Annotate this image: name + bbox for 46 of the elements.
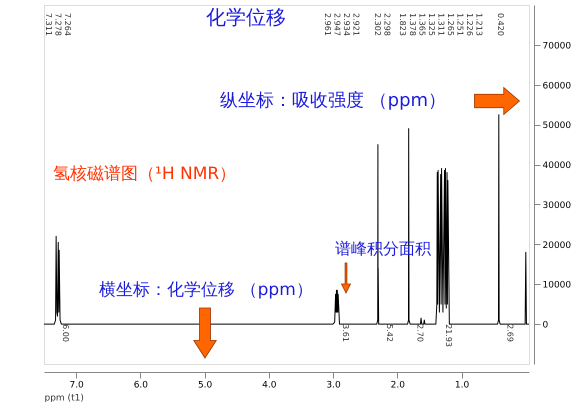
annotation: 7.264: [63, 13, 72, 36]
annotation: 1.311: [436, 13, 446, 36]
y-tick-label: 70000: [542, 41, 572, 52]
annotation: 6.00: [60, 324, 70, 342]
annotation: 1.226: [465, 13, 474, 36]
annotation: 1.378: [408, 13, 417, 36]
y-tick-label: 10000: [542, 280, 572, 291]
annotation: 1.365: [418, 13, 426, 36]
annotation: 1.251: [456, 13, 464, 36]
annotation: 纵坐标：吸收强度 （ppm）: [220, 90, 446, 111]
text: 氢核磁谱图（¹H NMR）: [53, 164, 236, 184]
annotation: 横坐标：化学位移 （ppm）: [99, 280, 313, 300]
x-tick-label: 7.0: [69, 380, 84, 390]
y-tick-label: 30000: [542, 200, 572, 211]
y-tick-label: 20000: [542, 240, 572, 251]
annotation: 2.921: [352, 13, 360, 36]
line-series: [44, 114, 530, 325]
annotation: 1.213: [474, 13, 484, 36]
annotation: 7.311: [44, 13, 53, 36]
x-tick-label: 3.0: [326, 380, 341, 390]
x-tick-label: 5.0: [198, 380, 213, 390]
annotation: 2.961: [323, 13, 332, 36]
x-tick-label: 4.0: [262, 380, 277, 390]
annotation: 1.823: [398, 13, 407, 36]
annotation: 2.70: [416, 324, 425, 342]
annotation: 1.265: [446, 13, 455, 36]
annotation: 2.947: [332, 13, 342, 36]
x-tick-label: 2.0: [390, 380, 406, 390]
y-tick-label: 50000: [542, 121, 572, 132]
y-tick-label: 60000: [542, 81, 572, 92]
annotation: 2.934: [342, 13, 351, 36]
annotation: 7.278: [54, 13, 62, 36]
y-tick-label: 0: [542, 320, 548, 331]
x-tick-label: 1.0: [454, 380, 470, 390]
annotation: 2.298: [382, 13, 392, 36]
annotation: 1.325: [427, 13, 436, 36]
annotation: 化学位移: [206, 5, 286, 29]
annotation: 5.42: [384, 324, 394, 342]
annotation: 0.420: [496, 13, 505, 36]
annotation: 21.93: [444, 324, 453, 348]
annotation: 2.302: [373, 13, 382, 36]
y-tick-label: 40000: [542, 161, 572, 172]
x-tick-label: 6.0: [134, 380, 148, 390]
annotation: 2.69: [506, 324, 515, 342]
annotation: 3.61: [341, 324, 350, 342]
x-axis-title: ppm (t1): [44, 394, 84, 404]
